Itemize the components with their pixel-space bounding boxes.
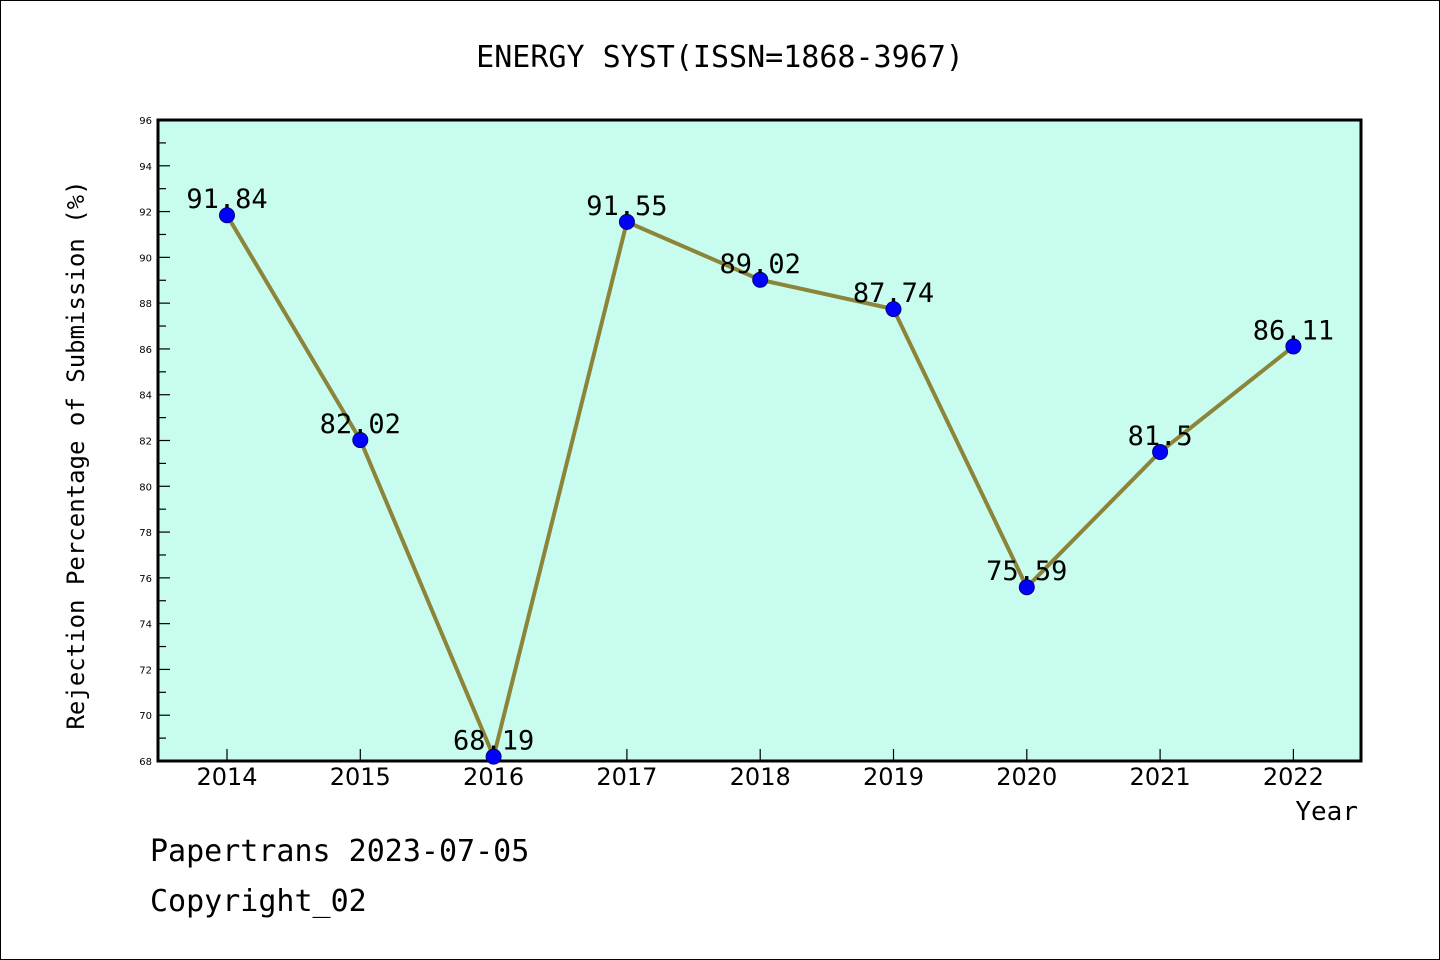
y-tick-label: 96 [139,116,152,127]
data-point [219,207,235,224]
x-axis: 2014 2015 2016 2017 2018 2019 2020 2021 2022 [196,749,1324,791]
x-tick-label: 2022 [1263,763,1324,791]
y-tick-label: 68 [139,757,152,768]
data-label: 75.59 [986,556,1067,587]
data-point [1018,579,1035,596]
chart-title: ENERGY SYST(ISSN=1868-3967) [476,40,964,75]
y-tick-label: 94 [139,162,152,173]
x-tick-label: 2019 [863,763,924,791]
data-point [618,213,635,230]
x-tick-label: 2020 [996,763,1057,791]
footer-copyright: Copyright_02 [150,884,367,919]
data-point [1152,443,1169,460]
y-tick-label: 78 [139,528,152,539]
y-tick-label: 76 [139,574,152,585]
x-tick-label: 2015 [330,763,391,791]
y-tick-label: 70 [139,711,152,722]
data-label: 89.02 [720,249,801,280]
data-label: 87.74 [853,278,934,309]
footer-date: Papertrans 2023-07-05 [150,834,530,869]
data-labels: 91.84 82.02 68.19 91.55 89.02 87.74 75.59 81.5 8… [186,184,1334,756]
data-point [1285,338,1302,355]
y-tick-label: 74 [139,620,152,631]
data-label: 81.5 [1128,421,1193,452]
data-label: 86.11 [1253,315,1334,346]
y-tick-label: 86 [139,345,152,356]
y-tick-label: 82 [139,437,152,448]
y-tick-label: 88 [139,299,152,310]
x-tick-label: 2021 [1130,763,1191,791]
y-tick-label: 90 [139,253,152,264]
data-point [752,271,769,288]
data-point [352,432,369,449]
data-point [485,748,502,765]
y-tick-label: 92 [139,208,152,219]
data-markers [219,207,1302,765]
y-axis-label: Rejection Percentage of Submission (%) [62,180,90,729]
data-label: 68.19 [453,726,534,757]
y-tick-label: 72 [139,665,152,676]
x-tick-label: 2016 [463,763,524,791]
y-tick-label: 84 [139,391,152,402]
y-tick-label: 80 [139,482,152,493]
x-tick-label: 2017 [596,763,657,791]
y-axis: 68 70 72 74 76 78 80 82 84 86 88 90 92 94 96 [139,116,170,768]
data-label: 91.55 [586,191,667,222]
data-label: 91.84 [186,184,267,215]
data-point [885,301,902,318]
x-axis-label: Year [1295,797,1358,827]
data-label: 82.02 [320,409,401,440]
x-tick-label: 2014 [196,763,257,791]
x-tick-label: 2018 [730,763,791,791]
